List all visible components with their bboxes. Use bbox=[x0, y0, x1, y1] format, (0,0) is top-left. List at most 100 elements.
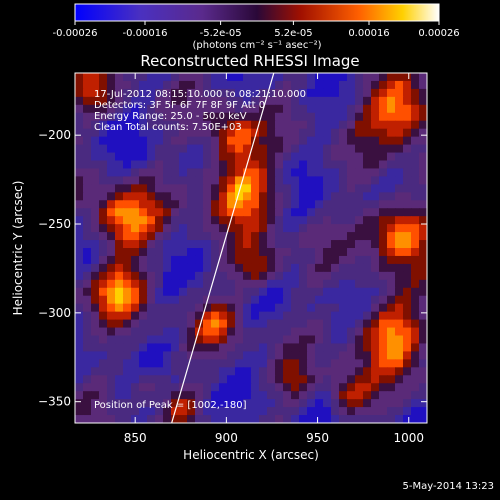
heatmap-cell bbox=[91, 152, 100, 162]
heatmap-cell bbox=[411, 88, 420, 98]
annotation-time-range: 17-Jul-2012 08:15:10.000 to 08:21:10.000 bbox=[94, 89, 306, 100]
heatmap-cell bbox=[307, 367, 316, 376]
heatmap-cell bbox=[363, 319, 372, 329]
heatmap-cell bbox=[155, 335, 164, 345]
heatmap-cell bbox=[123, 367, 132, 376]
heatmap-cell bbox=[235, 303, 244, 313]
heatmap-cell bbox=[235, 263, 244, 273]
heatmap-cell bbox=[371, 295, 380, 305]
heatmap-cell bbox=[179, 415, 188, 423]
heatmap-cell bbox=[243, 263, 252, 273]
heatmap-cell bbox=[251, 200, 260, 209]
heatmap-cell bbox=[219, 367, 228, 376]
heatmap-cell bbox=[155, 391, 164, 400]
heatmap-cell bbox=[379, 255, 388, 265]
heatmap-cell bbox=[251, 184, 260, 193]
heatmap-cell bbox=[171, 359, 180, 368]
heatmap-cell bbox=[83, 279, 92, 289]
heatmap-cell bbox=[355, 255, 364, 265]
heatmap-cell bbox=[419, 311, 427, 321]
heatmap-cell bbox=[403, 184, 412, 193]
heatmap-cell bbox=[115, 415, 124, 423]
heatmap-cell bbox=[403, 311, 412, 321]
heatmap-cell bbox=[331, 255, 340, 265]
heatmap-cell bbox=[227, 248, 236, 257]
heatmap-cell bbox=[83, 80, 92, 90]
heatmap-cell bbox=[363, 295, 372, 305]
heatmap-cell bbox=[115, 168, 124, 177]
heatmap-cell bbox=[339, 407, 348, 416]
heatmap-cell bbox=[363, 216, 372, 225]
heatmap-cell bbox=[123, 295, 132, 305]
heatmap-cell bbox=[243, 232, 252, 241]
heatmap-cell bbox=[299, 335, 308, 345]
heatmap-cell bbox=[75, 128, 84, 138]
heatmap-cell bbox=[131, 240, 140, 249]
heatmap-cell bbox=[203, 224, 212, 233]
heatmap-cell bbox=[307, 335, 316, 345]
heatmap-cell bbox=[251, 160, 260, 170]
heatmap-cell bbox=[155, 224, 164, 233]
heatmap-cell bbox=[211, 144, 220, 154]
heatmap-cell bbox=[283, 375, 292, 384]
heatmap-cell bbox=[235, 232, 244, 241]
heatmap-cell bbox=[147, 224, 156, 233]
heatmap-cell bbox=[339, 176, 348, 185]
heatmap-cell bbox=[107, 112, 116, 122]
heatmap-cell bbox=[75, 311, 84, 321]
heatmap-cell bbox=[307, 224, 316, 233]
heatmap-cell bbox=[115, 104, 124, 114]
heatmap-cell bbox=[323, 391, 332, 400]
heatmap-cell bbox=[227, 168, 236, 177]
heatmap-cell bbox=[323, 383, 332, 392]
heatmap-cell bbox=[347, 73, 356, 82]
heatmap-cell bbox=[91, 192, 100, 201]
heatmap-cell bbox=[131, 80, 140, 90]
heatmap-cell bbox=[91, 73, 100, 82]
heatmap-cell bbox=[219, 112, 228, 122]
heatmap-cell bbox=[187, 216, 196, 225]
heatmap-cell bbox=[355, 383, 364, 392]
heatmap-cell bbox=[251, 343, 260, 352]
heatmap-cell bbox=[371, 263, 380, 273]
heatmap-cell bbox=[203, 367, 212, 376]
heatmap-cell bbox=[99, 120, 108, 130]
heatmap-cell bbox=[291, 279, 300, 289]
heatmap-cell bbox=[251, 208, 260, 217]
heatmap-cell bbox=[387, 335, 396, 345]
heatmap-cell bbox=[419, 112, 427, 122]
heatmap-cell bbox=[123, 184, 132, 193]
heatmap-cell bbox=[83, 248, 92, 257]
heatmap-cell bbox=[347, 184, 356, 193]
heatmap-cell bbox=[179, 351, 188, 360]
heatmap-cell bbox=[107, 240, 116, 249]
heatmap-cell bbox=[387, 80, 396, 90]
heatmap-cell bbox=[99, 391, 108, 400]
heatmap-cell bbox=[307, 391, 316, 400]
heatmap-cell bbox=[347, 279, 356, 289]
heatmap-cell bbox=[179, 176, 188, 185]
heatmap-cell bbox=[395, 216, 404, 225]
heatmap-cell bbox=[403, 295, 412, 305]
heatmap-cell bbox=[195, 287, 204, 297]
heatmap-cell bbox=[211, 375, 220, 384]
heatmap-cell bbox=[299, 303, 308, 313]
heatmap-cell bbox=[83, 184, 92, 193]
heatmap-cell bbox=[267, 383, 276, 392]
heatmap-cell bbox=[83, 287, 92, 297]
heatmap-cell bbox=[315, 407, 324, 416]
heatmap-cell bbox=[379, 271, 388, 281]
heatmap-cell bbox=[203, 96, 212, 106]
heatmap-cell bbox=[275, 279, 284, 289]
heatmap-cell bbox=[155, 200, 164, 209]
heatmap-cell bbox=[123, 319, 132, 329]
heatmap-cell bbox=[411, 128, 420, 138]
heatmap-cell bbox=[115, 367, 124, 376]
heatmap-cell bbox=[155, 263, 164, 273]
heatmap-cell bbox=[411, 144, 420, 154]
heatmap-cell bbox=[323, 208, 332, 217]
heatmap-cell bbox=[99, 407, 108, 416]
heatmap-cell bbox=[187, 271, 196, 281]
heatmap-cell bbox=[115, 144, 124, 154]
heatmap-cell bbox=[179, 168, 188, 177]
